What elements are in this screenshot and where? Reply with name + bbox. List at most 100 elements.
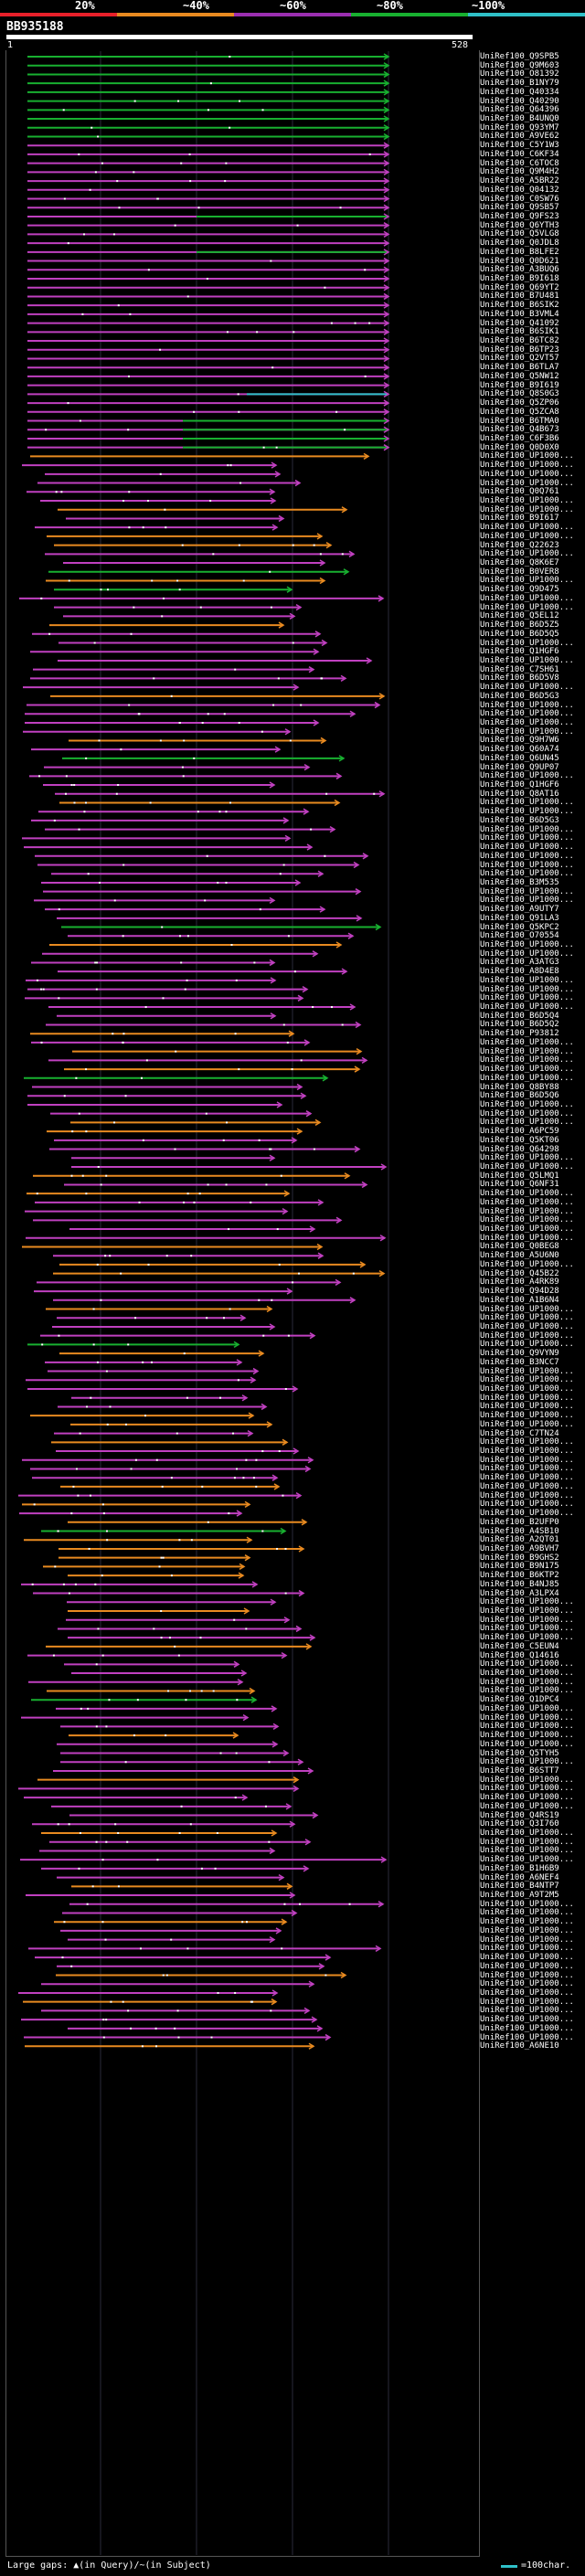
hit-row[interactable]: [68, 932, 355, 939]
hit-label[interactable]: UniRef100_UP1000...: [480, 602, 574, 612]
hit-row[interactable]: [27, 426, 390, 433]
hit-label[interactable]: UniRef100_B6STT7: [480, 1765, 559, 1776]
hit-row[interactable]: [48, 1056, 368, 1065]
hit-row[interactable]: [49, 1145, 361, 1153]
hit-label[interactable]: UniRef100_UP1000...: [480, 1597, 574, 1607]
hit-row[interactable]: [24, 1075, 329, 1082]
hit-row[interactable]: [69, 737, 327, 745]
hit-row[interactable]: [27, 328, 390, 335]
hit-label[interactable]: UniRef100_UP1000...: [480, 1829, 574, 1838]
hit-row[interactable]: [46, 1305, 273, 1313]
hit-label[interactable]: UniRef100_B6SIK1: [480, 327, 559, 337]
hit-label[interactable]: UniRef100_UP1000...: [480, 1953, 574, 1963]
hit-label[interactable]: UniRef100_B1H6B9: [480, 1863, 559, 1873]
hit-label[interactable]: UniRef100_UP1000...: [480, 1375, 574, 1385]
hit-row[interactable]: [21, 2016, 318, 2023]
hit-row[interactable]: [63, 559, 326, 567]
hit-label[interactable]: UniRef100_B6D5G3: [480, 815, 559, 825]
hit-row[interactable]: [57, 1741, 279, 1748]
hit-row[interactable]: [51, 1803, 292, 1810]
hit-row[interactable]: [27, 399, 390, 407]
hit-row[interactable]: [63, 612, 296, 620]
hit-row[interactable]: [40, 497, 277, 504]
hit-label[interactable]: UniRef100_C7TN24: [480, 1428, 559, 1438]
hit-row[interactable]: [41, 2007, 311, 2015]
hit-label[interactable]: UniRef100_UP1000...: [480, 1669, 574, 1679]
hit-label[interactable]: UniRef100_UP1000...: [480, 1366, 574, 1376]
hit-row[interactable]: [56, 1971, 347, 1979]
hit-row[interactable]: [40, 1332, 316, 1340]
hit-label[interactable]: UniRef100_UP1000...: [480, 1703, 574, 1713]
hit-row[interactable]: [60, 1749, 290, 1757]
hit-label[interactable]: UniRef100_Q9SPB5: [480, 52, 559, 61]
hit-row[interactable]: [60, 1483, 281, 1490]
hit-row[interactable]: [27, 1190, 291, 1197]
hit-row[interactable]: [45, 471, 282, 478]
hit-label[interactable]: UniRef100_UP1000...: [480, 2023, 574, 2033]
hit-label[interactable]: UniRef100_UP1000...: [480, 1997, 574, 2007]
hit-label[interactable]: UniRef100_UP1000...: [480, 1979, 574, 1989]
hit-row[interactable]: [58, 968, 348, 975]
hit-row[interactable]: [68, 1935, 276, 1944]
hit-label[interactable]: UniRef100_Q0D0X0: [480, 442, 559, 452]
hit-row[interactable]: [27, 408, 390, 416]
hit-row[interactable]: [18, 1785, 300, 1793]
hit-label[interactable]: UniRef100_UP1000...: [480, 1784, 574, 1794]
hit-row[interactable]: [30, 674, 347, 683]
hit-label[interactable]: UniRef100_B0VER8: [480, 567, 559, 577]
hit-label[interactable]: UniRef100_UP1000...: [480, 1224, 574, 1235]
hit-label[interactable]: UniRef100_UP1000...: [480, 700, 574, 710]
hit-label[interactable]: UniRef100_A4RK89: [480, 1277, 559, 1288]
hit-row[interactable]: [64, 1065, 361, 1073]
hit-row[interactable]: [48, 568, 350, 576]
hit-label[interactable]: UniRef100_A2QT01: [480, 1535, 559, 1545]
hit-row[interactable]: [34, 1288, 293, 1295]
hit-row[interactable]: [27, 115, 390, 122]
hit-label[interactable]: UniRef100_Q0Q761: [480, 487, 559, 497]
hit-label[interactable]: UniRef100_UP1000...: [480, 1855, 574, 1865]
hit-label[interactable]: UniRef100_Q6UN45: [480, 753, 559, 763]
hit-label[interactable]: UniRef100_A3BUQ6: [480, 265, 559, 275]
hit-label[interactable]: UniRef100_Q8AT16: [480, 789, 559, 799]
hit-row[interactable]: [18, 1491, 303, 1500]
hit-label[interactable]: UniRef100_UP1000...: [480, 1384, 574, 1394]
hit-row[interactable]: [49, 941, 343, 949]
hit-row[interactable]: [62, 755, 346, 762]
hit-label[interactable]: UniRef100_B3NCC7: [480, 1357, 559, 1367]
hit-row[interactable]: [27, 177, 390, 185]
hit-row[interactable]: [31, 959, 276, 967]
hit-label[interactable]: UniRef100_UP1000...: [480, 1065, 574, 1075]
hit-row[interactable]: [25, 710, 356, 717]
hit-row[interactable]: [27, 292, 390, 301]
hit-label[interactable]: UniRef100_Q0JDL8: [480, 239, 559, 249]
hit-label[interactable]: UniRef100_UP1000...: [480, 1037, 574, 1047]
hit-label[interactable]: UniRef100_A9T2M5: [480, 1891, 559, 1901]
hit-label[interactable]: UniRef100_B6D5Q5: [480, 629, 559, 639]
hit-label[interactable]: UniRef100_C5EUN4: [480, 1641, 559, 1651]
hit-row[interactable]: [27, 222, 390, 229]
hit-row[interactable]: [27, 249, 390, 256]
hit-row[interactable]: [68, 1519, 308, 1526]
hit-row[interactable]: [58, 657, 373, 664]
hit-row[interactable]: [33, 666, 315, 673]
hit-label[interactable]: UniRef100_Q1HGF6: [480, 780, 559, 790]
hit-row[interactable]: [22, 1243, 324, 1251]
hit-row[interactable]: [33, 1216, 343, 1224]
hit-row[interactable]: [71, 1882, 293, 1890]
hit-row[interactable]: [19, 1510, 243, 1517]
hit-label[interactable]: UniRef100_Q40334: [480, 87, 559, 97]
hit-row[interactable]: [32, 1820, 296, 1828]
hit-row[interactable]: [27, 319, 390, 327]
hit-row[interactable]: [27, 89, 390, 96]
hit-label[interactable]: UniRef100_A6PC59: [480, 1127, 559, 1137]
hit-row[interactable]: [27, 701, 381, 709]
hit-label[interactable]: UniRef100_B9I618: [480, 274, 559, 283]
hit-row[interactable]: [27, 435, 390, 442]
hit-label[interactable]: UniRef100_A6NE10: [480, 2041, 559, 2051]
hit-row[interactable]: [45, 906, 326, 913]
hit-label[interactable]: UniRef100_B6D5G3: [480, 691, 559, 701]
hit-label[interactable]: UniRef100_UP1000...: [480, 496, 574, 505]
hit-row[interactable]: [49, 1839, 312, 1846]
hit-row[interactable]: [50, 1110, 313, 1118]
hit-label[interactable]: UniRef100_UP1000...: [480, 1917, 574, 1927]
